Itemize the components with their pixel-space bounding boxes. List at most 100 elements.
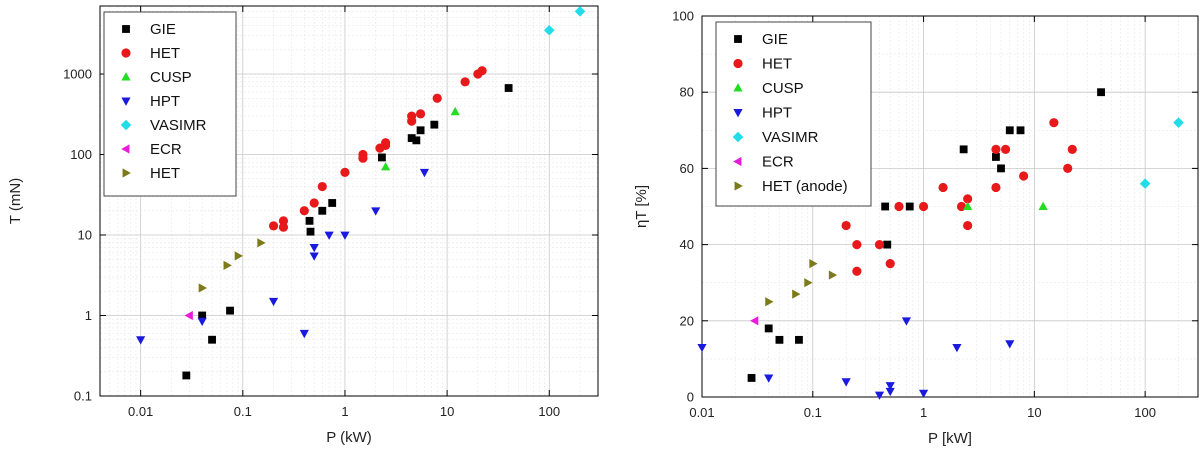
series-hpt bbox=[136, 168, 430, 345]
data-point bbox=[136, 336, 146, 345]
data-point bbox=[318, 206, 327, 215]
data-point bbox=[697, 344, 707, 353]
data-point bbox=[306, 227, 315, 236]
legend-box bbox=[715, 21, 872, 207]
series-vasimr bbox=[1139, 117, 1184, 189]
x-tick-label: 0.1 bbox=[234, 404, 252, 419]
legend-label: CUSP bbox=[762, 80, 804, 97]
data-point bbox=[1019, 171, 1029, 181]
data-point bbox=[268, 297, 279, 307]
data-point bbox=[938, 182, 948, 193]
series-vasimr bbox=[543, 6, 586, 36]
data-point bbox=[963, 220, 973, 231]
x-axis-label: P [kW] bbox=[928, 430, 972, 447]
series-gie bbox=[182, 84, 513, 380]
data-point bbox=[309, 198, 319, 208]
y-axis-label: T (mN) bbox=[7, 178, 24, 224]
data-point bbox=[959, 145, 968, 154]
data-point bbox=[407, 134, 416, 142]
legend-marker bbox=[733, 156, 742, 167]
data-point bbox=[504, 84, 513, 92]
data-point bbox=[268, 221, 279, 231]
data-point bbox=[299, 206, 309, 216]
y-axis-label: ηT [%] bbox=[633, 185, 650, 228]
data-point bbox=[918, 389, 929, 399]
legend-label: VASIMR bbox=[762, 129, 819, 146]
legend-marker bbox=[733, 109, 743, 118]
data-point bbox=[198, 311, 207, 320]
y-tick-label: 20 bbox=[680, 313, 694, 328]
data-point bbox=[809, 259, 818, 269]
axes: 0.01 0.1 1 10 100 0 20 40 60 80 100 bbox=[672, 9, 1198, 420]
data-point bbox=[885, 387, 895, 397]
legend-marker bbox=[120, 119, 132, 131]
series-het bbox=[198, 238, 266, 293]
plot-frame bbox=[99, 5, 599, 397]
data-point bbox=[901, 317, 912, 326]
legend-label: HPT bbox=[762, 105, 792, 122]
data-point bbox=[997, 164, 1005, 173]
legend-marker bbox=[121, 72, 131, 81]
data-point bbox=[852, 266, 862, 276]
y-tick-label: 100 bbox=[70, 147, 92, 162]
data-point bbox=[841, 220, 851, 231]
data-point bbox=[278, 222, 289, 232]
data-point bbox=[309, 252, 319, 261]
data-point bbox=[747, 374, 756, 382]
legend: GIE HET CUSP HPT VASIMR ECR HET (anode) bbox=[715, 21, 872, 207]
data-point bbox=[1005, 340, 1015, 349]
y-tick-label: 100 bbox=[672, 9, 694, 24]
legend-marker bbox=[734, 181, 743, 191]
chart-1: 0.01 0.1 1 10 100 0.1 1 10 100 1000 P (kW) T (mN) GI… bbox=[7, 5, 599, 446]
data-point bbox=[1067, 144, 1077, 154]
data-point bbox=[991, 144, 1001, 154]
data-point bbox=[874, 391, 885, 400]
x-tick-label: 100 bbox=[1134, 405, 1156, 420]
data-point bbox=[226, 306, 234, 315]
legend-label: CUSP bbox=[150, 69, 192, 86]
x-tick-label: 1 bbox=[341, 404, 348, 419]
data-point bbox=[223, 260, 232, 270]
data-point bbox=[1016, 126, 1025, 135]
data-point bbox=[450, 106, 460, 116]
data-point bbox=[885, 382, 895, 391]
data-point bbox=[1173, 117, 1184, 128]
data-point bbox=[952, 344, 962, 353]
y-tick-label: 0.1 bbox=[74, 389, 92, 404]
data-point bbox=[460, 77, 470, 87]
series-hpt bbox=[697, 317, 1015, 400]
data-point bbox=[184, 310, 193, 321]
legend-label: VASIMR bbox=[150, 117, 207, 134]
data-point bbox=[415, 109, 426, 119]
data-point bbox=[371, 207, 381, 216]
legend-marker bbox=[121, 48, 131, 58]
data-point bbox=[828, 270, 838, 280]
chart-2: 0.01 0.1 1 10 100 0 20 40 60 80 100 P [kW] ηT [%] GIE… bbox=[633, 9, 1199, 447]
x-tick-label: 10 bbox=[440, 404, 454, 419]
legend-marker bbox=[733, 83, 743, 92]
data-point bbox=[894, 201, 904, 212]
legend-marker bbox=[733, 58, 743, 69]
data-point bbox=[765, 297, 774, 307]
data-point bbox=[963, 194, 973, 204]
data-point bbox=[883, 240, 892, 249]
data-point bbox=[197, 317, 207, 327]
data-point bbox=[795, 335, 803, 344]
data-point bbox=[299, 329, 309, 339]
y-tick-label: 10 bbox=[78, 228, 92, 243]
data-point bbox=[340, 167, 350, 177]
y-tick-label: 1 bbox=[85, 308, 92, 323]
data-point bbox=[804, 278, 813, 288]
data-point bbox=[1063, 163, 1073, 173]
y-tick-label: 40 bbox=[680, 237, 694, 252]
data-point bbox=[430, 120, 439, 129]
data-point bbox=[234, 251, 243, 261]
data-point bbox=[412, 136, 421, 145]
legend-marker bbox=[122, 25, 130, 33]
data-point bbox=[340, 231, 350, 240]
data-point bbox=[416, 126, 425, 135]
legend-label: HET bbox=[150, 45, 180, 62]
legend-marker bbox=[122, 168, 131, 178]
x-tick-label: 0.01 bbox=[128, 404, 153, 419]
